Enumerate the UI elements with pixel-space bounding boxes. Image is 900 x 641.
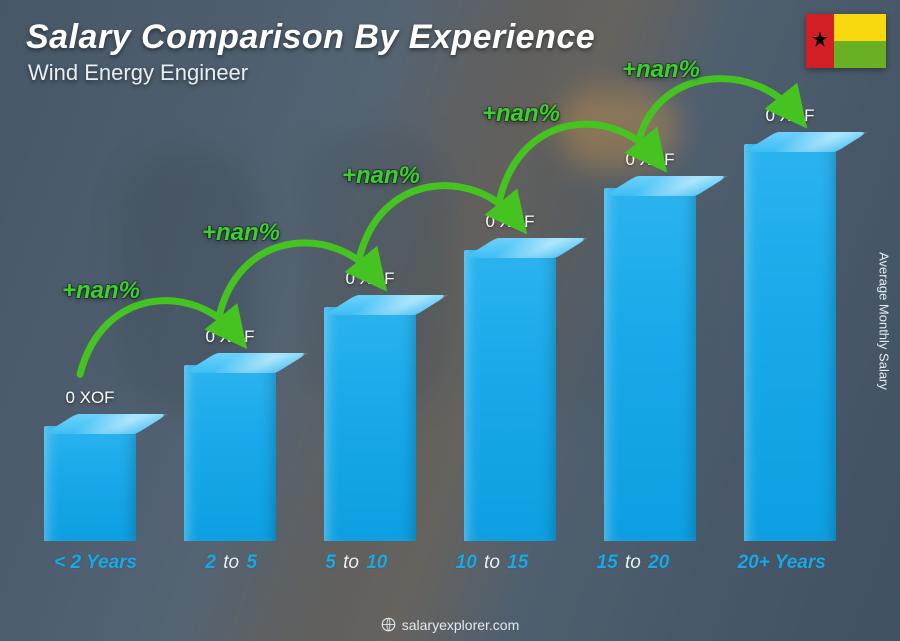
bar-front: [44, 426, 136, 541]
x-axis-label: 10 to 15: [456, 552, 529, 574]
bar-column: 0 XOF: [160, 100, 300, 541]
bar-front: [184, 365, 276, 541]
bar-wrap: 0 XOF: [184, 365, 276, 541]
bar-value-label: 0 XOF: [625, 150, 674, 170]
bar-column: 0 XOF: [580, 100, 720, 541]
x-axis-label: < 2 Years: [54, 552, 137, 574]
y-axis-label: Average Monthly Salary: [877, 252, 892, 390]
x-axis-label: 2 to 5: [205, 552, 257, 574]
bars-container: 0 XOF 0 XOF 0 XOF 0 XOF 0 XOF 0 XOF: [20, 100, 860, 541]
chart-area: 0 XOF 0 XOF 0 XOF 0 XOF 0 XOF 0 XOF < 2 Years…: [20, 100, 860, 585]
credit-text: salaryexplorer.com: [402, 617, 520, 633]
infographic-stage: Salary Comparison By Experience Wind Ene…: [0, 0, 900, 641]
delta-label: +nan%: [622, 56, 700, 84]
x-axis-label: 20+ Years: [738, 552, 826, 574]
bar-value-label: 0 XOF: [765, 106, 814, 126]
bar-wrap: 0 XOF: [44, 426, 136, 541]
bar-column: 0 XOF: [20, 100, 160, 541]
bar-wrap: 0 XOF: [744, 144, 836, 541]
credit-line: salaryexplorer.com: [0, 617, 900, 633]
page-subtitle: Wind Energy Engineer: [28, 60, 248, 86]
bar-value-label: 0 XOF: [65, 388, 114, 408]
bar-top: [44, 414, 168, 434]
bar-front: [464, 250, 556, 541]
bar-wrap: 0 XOF: [604, 188, 696, 541]
xlabels-container: < 2 Years 2 to 5 5 to 10 10 to 15 15 to 20 20…: [20, 541, 860, 585]
bar-wrap: 0 XOF: [324, 307, 416, 541]
bar-top: [464, 238, 588, 258]
bar-top: [184, 353, 308, 373]
x-axis-label: 15 to 20: [597, 552, 670, 574]
bar-front: [744, 144, 836, 541]
bar-top: [604, 176, 728, 196]
bar-value-label: 0 XOF: [345, 269, 394, 289]
bar-column: 0 XOF: [300, 100, 440, 541]
bar-column: 0 XOF: [440, 100, 580, 541]
globe-icon: [381, 617, 396, 632]
bar-front: [324, 307, 416, 541]
page-title: Salary Comparison By Experience: [26, 18, 595, 57]
bar-column: 0 XOF: [720, 100, 860, 541]
x-axis-label: 5 to 10: [325, 552, 387, 574]
y-axis-label-wrap: Average Monthly Salary: [872, 0, 896, 641]
bar-value-label: 0 XOF: [205, 327, 254, 347]
bar-top: [744, 132, 868, 152]
flag-star-icon: [811, 30, 829, 48]
bar-top: [324, 295, 448, 315]
bar-value-label: 0 XOF: [485, 212, 534, 232]
bar-wrap: 0 XOF: [464, 250, 556, 541]
bar-front: [604, 188, 696, 541]
